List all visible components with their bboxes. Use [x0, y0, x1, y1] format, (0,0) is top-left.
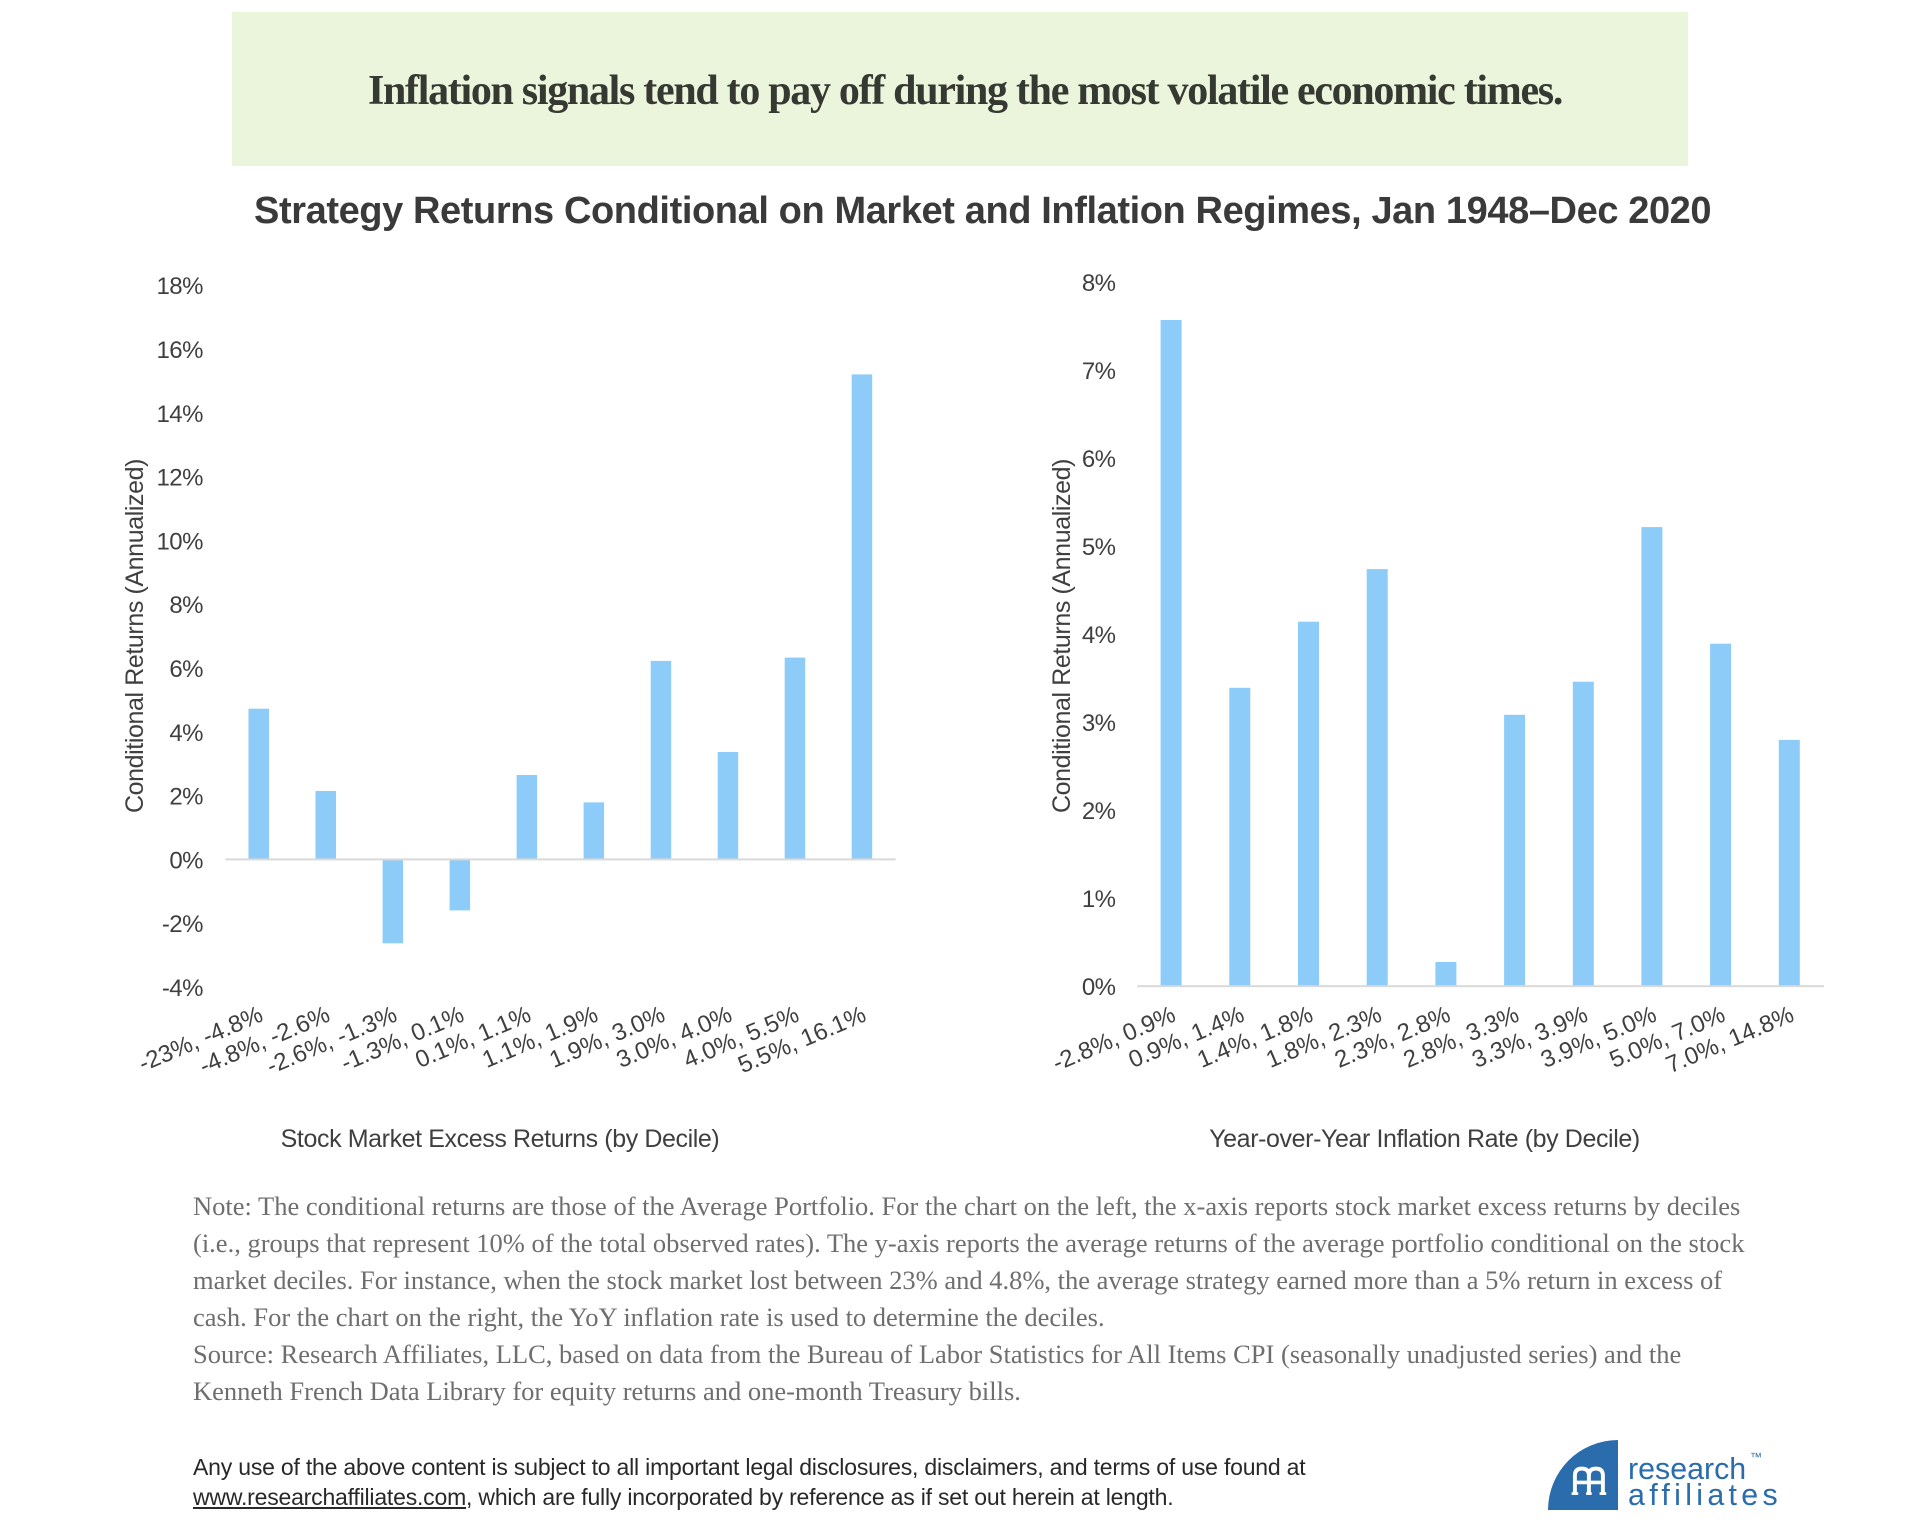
svg-text:6%: 6%: [169, 656, 203, 683]
svg-text:10%: 10%: [156, 528, 203, 555]
svg-text:12%: 12%: [156, 465, 203, 492]
svg-text:3%: 3%: [1082, 710, 1116, 737]
svg-text:-2%: -2%: [162, 911, 203, 938]
svg-text:2%: 2%: [1082, 798, 1116, 825]
svg-text:16%: 16%: [156, 337, 203, 364]
svg-text:Conditional Returns (Annualize: Conditional Returns (Annualized): [121, 459, 149, 813]
svg-text:2%: 2%: [169, 784, 203, 811]
svg-text:18%: 18%: [156, 273, 203, 300]
svg-text:0%: 0%: [169, 847, 203, 874]
svg-text:-4%: -4%: [162, 975, 203, 1002]
svg-text:14%: 14%: [156, 401, 203, 428]
svg-text:Year-over-Year Inflation Rate: Year-over-Year Inflation Rate (by Decile…: [1209, 1125, 1640, 1153]
svg-text:5%: 5%: [1082, 534, 1116, 561]
svg-text:Conditional Returns (Annualize: Conditional Returns (Annualized): [1048, 459, 1076, 813]
svg-text:Stock Market Excess Returns (b: Stock Market Excess Returns (by Decile): [281, 1125, 720, 1153]
svg-text:8%: 8%: [169, 592, 203, 619]
svg-text:4%: 4%: [1082, 622, 1116, 649]
svg-text:6%: 6%: [1082, 446, 1116, 473]
svg-text:4%: 4%: [169, 720, 203, 747]
svg-text:7%: 7%: [1082, 358, 1116, 385]
svg-text:0%: 0%: [1082, 974, 1116, 1001]
svg-text:8%: 8%: [1082, 270, 1116, 297]
svg-text:1%: 1%: [1082, 886, 1116, 913]
